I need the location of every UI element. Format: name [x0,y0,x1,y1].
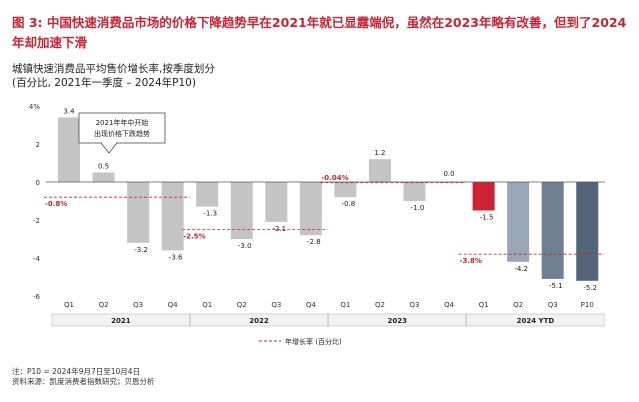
year-group-box [189,313,329,327]
x-tick-label: Q1 [64,301,74,309]
y-tick-label: 0 [36,179,40,187]
bar-15 [576,182,599,281]
year-group-box [328,313,467,327]
year-group-label: 2022 [249,317,269,325]
footnote: 注：P10 = 2024年9月7日至10月4日 [12,367,141,376]
x-tick-label: P10 [581,301,594,309]
y-tick-label: 2 [36,141,40,149]
x-tick-label: Q3 [410,301,420,309]
x-tick-label: Q2 [513,301,523,309]
data-label: -2.8 [307,238,321,246]
x-tick-label: Q3 [548,301,558,309]
bar-5 [230,182,253,239]
y-tick-label: -6 [33,293,41,301]
x-tick-label: Q1 [340,301,350,309]
bar-10 [403,182,426,201]
x-tick-label: Q3 [133,301,143,309]
x-tick-label: Q4 [168,301,179,309]
annotation-pointer [100,142,118,154]
x-tick-label: Q1 [202,301,212,309]
year-group-label: 2021 [111,317,131,325]
bar-8 [334,182,357,198]
x-tick-label: Q2 [375,301,385,309]
data-label: -3.6 [169,253,183,261]
figure-label: 图 3: [12,15,43,30]
annual-growth-label: -0.04% [321,174,348,182]
bar-chart: 4% 2 0 -2 -4 -6 3.4 0.5 -3.2 -3.6 -1.3 -3.0 -2.1 -2.8… [29,103,605,346]
annotation-text-1: 2021年年中开始 [96,118,149,127]
bar-6 [265,182,288,222]
data-label: -3.0 [238,242,252,250]
x-tick-label: Q1 [479,301,489,309]
bar-9 [368,159,391,182]
chart-title-text-1: 中国快速消费品市场的价格下降趋势早在2021年就已显露端倪，虽然在2023年略有… [46,15,627,30]
annual-growth-label: -2.5% [183,233,205,241]
year-group-label: 2023 [387,317,407,325]
y-tick-label: 4% [29,103,40,111]
data-label: -5.1 [549,282,563,290]
chart-subtitle-range: (百分比, 2021年一季度 – 2024年P10) [12,77,196,89]
year-group-label: 2024 YTD [517,317,555,325]
y-tick-label: -4 [33,255,41,263]
x-tick-label: Q4 [444,301,455,309]
bar-13 [507,182,530,262]
data-label: -1.5 [480,214,494,222]
data-label: -5.2 [583,284,597,292]
data-label: -2.1 [272,225,286,233]
source-note: 资料来源：凯度消费者指数研究；贝恩分析 [12,377,155,386]
year-group-box [466,313,605,327]
bar-3 [161,182,184,251]
x-tick-label: Q4 [306,301,317,309]
annotation-box [78,112,166,144]
data-label: 0.5 [98,163,109,171]
chart-title-line-1: 图 3: 中国快速消费品市场的价格下降趋势早在2021年就已显露端倪，虽然在20… [12,13,627,33]
bar-1 [92,172,115,182]
bar-7 [299,182,322,236]
year-group-box [51,313,190,327]
data-label: -1.0 [411,204,425,212]
annual-growth-label: -3.8% [460,257,482,265]
data-label: -0.8 [342,200,356,208]
y-tick-label: -2 [33,217,40,225]
bar-12 [472,182,495,211]
annual-growth-label: -0.8% [45,200,67,208]
bar-2 [127,182,150,243]
chart-subtitle: 城镇快速消费品平均售价增长率,按季度划分 [12,63,215,75]
bar-4 [196,182,219,207]
legend-label: 年增长率 (百分比) [285,337,342,346]
data-label: -3.2 [134,246,148,254]
data-label: 1.2 [374,149,385,157]
data-label: -1.3 [203,210,217,218]
bar-0 [58,117,80,182]
chart-title-line-2: 年却加速下滑 [12,35,88,50]
x-tick-label: Q3 [271,301,281,309]
x-tick-label: Q2 [237,301,247,309]
data-label: 3.4 [63,107,75,115]
bar-14 [541,182,564,279]
data-label: -4.2 [514,265,528,273]
x-tick-label: Q2 [99,301,109,309]
annotation-text-2: 出现价格下跌趋势 [94,129,150,138]
data-label: 0.0 [443,170,454,178]
